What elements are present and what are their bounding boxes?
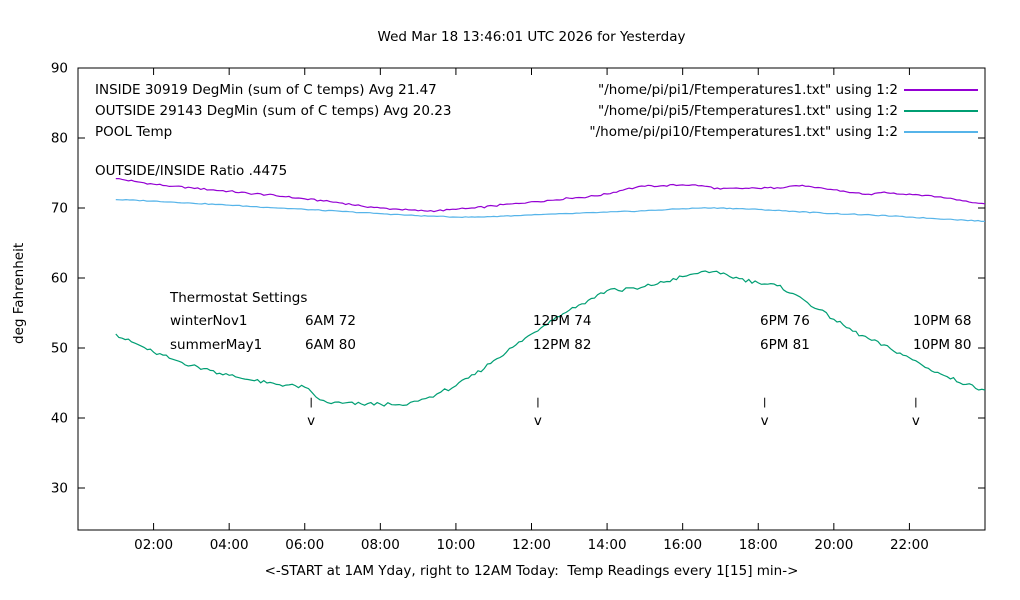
x-tick-label: 18:00 [739,537,778,553]
x-tick-label: 04:00 [210,537,249,553]
x-tick-label: 22:00 [890,537,929,553]
y-tick-label: 80 [51,131,68,147]
legend-label-pool: POOL Temp [95,124,173,140]
series-line-outside [115,270,986,407]
chart-title: Wed Mar 18 13:46:01 UTC 2026 for Yesterd… [377,29,686,45]
x-axis-label: <-START at 1AM Yday, right to 12AM Today… [264,563,799,579]
legend-label-outside: OUTSIDE 29143 DegMin (sum of C temps) Av… [95,103,452,119]
thermostat-change-arrowhead: v [307,413,315,429]
x-tick-label: 08:00 [361,537,400,553]
legend-source-inside: "/home/pi/pi1/Ftemperatures1.txt" using … [598,82,898,98]
y-tick-label: 70 [51,201,68,217]
legend-source-pool: "/home/pi/pi10/Ftemperatures1.txt" using… [589,124,898,140]
thermostat-summer-10pm: 10PM 80 [913,337,972,353]
thermostat-winter-label: winterNov1 [170,313,248,329]
x-tick-label: 12:00 [512,537,551,553]
legend-source-outside: "/home/pi/pi5/Ftemperatures1.txt" using … [598,103,898,119]
legend-line-sample-outside [904,110,978,112]
thermostat-summer-6pm: 6PM 81 [760,337,810,353]
legend-label-inside: INSIDE 30919 DegMin (sum of C temps) Avg… [95,82,437,98]
legend-line-sample-inside [904,89,978,91]
legend-line-sample-pool [904,131,978,133]
x-tick-label: 14:00 [588,537,627,553]
series-line-pool [115,198,986,223]
thermostat-winter-10pm: 10PM 68 [913,313,972,329]
thermostat-change-arrowhead: v [761,413,769,429]
thermostat-summer-label: summerMay1 [170,337,263,353]
ratio-note: OUTSIDE/INSIDE Ratio .4475 [95,163,288,179]
thermostat-winter-12pm: 12PM 74 [533,313,592,329]
y-tick-label: 50 [51,341,68,357]
thermostat-heading: Thermostat Settings [170,290,308,306]
thermostat-summer-6am: 6AM 80 [305,337,356,353]
x-tick-label: 16:00 [663,537,702,553]
series-line-inside [115,178,986,213]
thermostat-change-arrowhead: v [534,413,542,429]
thermostat-winter-6pm: 6PM 76 [760,313,810,329]
thermostat-change-arrowhead: v [912,413,920,429]
thermostat-summer-12pm: 12PM 82 [533,337,592,353]
x-tick-label: 06:00 [285,537,324,553]
thermostat-winter-6am: 6AM 72 [305,313,356,329]
y-tick-label: 60 [51,271,68,287]
x-tick-label: 10:00 [436,537,475,553]
y-tick-label: 30 [51,481,68,497]
y-tick-label: 90 [51,61,68,77]
y-axis-label: deg Fahrenheit [11,242,27,344]
y-tick-label: 40 [51,411,68,427]
x-tick-label: 20:00 [814,537,853,553]
x-tick-label: 02:00 [134,537,173,553]
